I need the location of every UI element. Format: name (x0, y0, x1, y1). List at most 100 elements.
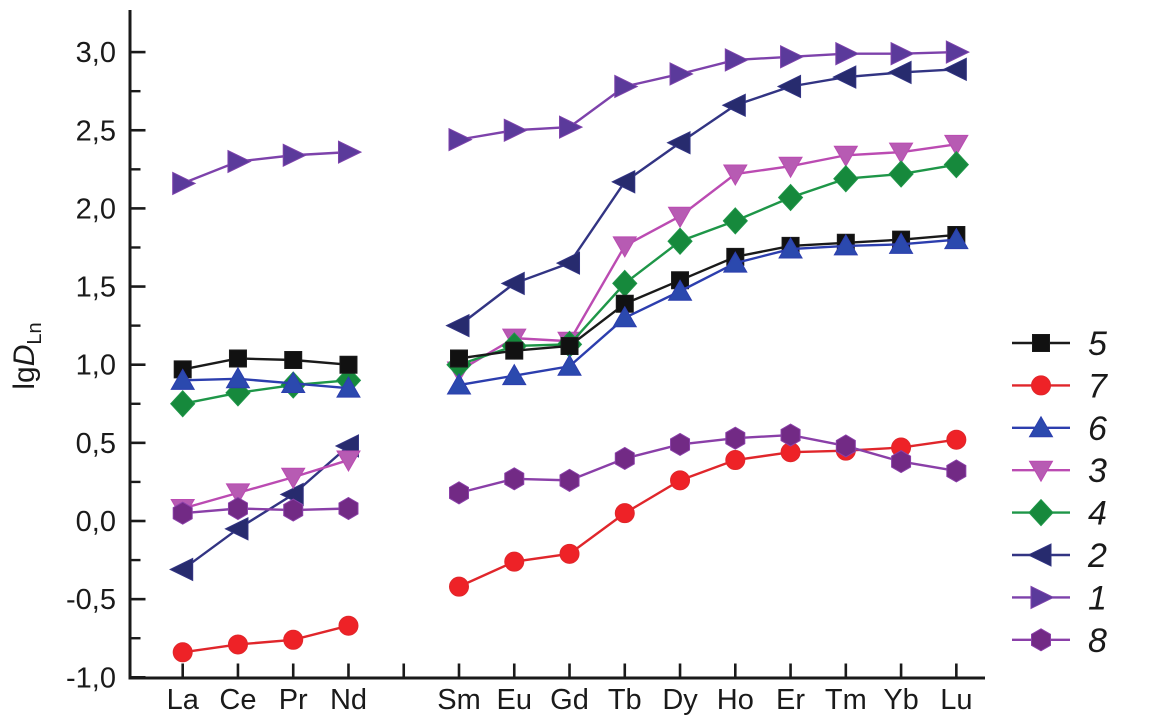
series-8-marker-Yb (891, 450, 912, 474)
legend-label-2: 2 (1087, 537, 1107, 575)
series-1-marker-Sm (448, 127, 473, 152)
series-3-marker-Ho (722, 164, 748, 187)
series-5-marker-Nd (339, 355, 358, 374)
series-7-marker-Eu (504, 551, 525, 572)
series-1-marker-La (172, 171, 197, 196)
series-4-line-1 (182, 379, 349, 405)
x-tick-label: Lu (940, 684, 972, 716)
series-6-marker-Ce (225, 366, 251, 389)
series-8-marker-Nd (338, 496, 359, 521)
series-8-marker-Sm (449, 481, 469, 505)
series-3-line-2 (458, 143, 957, 372)
series-8-marker-Gd (559, 468, 580, 492)
series-6-marker-Tm (833, 233, 859, 256)
series-2-marker-Gd (555, 251, 581, 275)
y-tick-label: 0,5 (76, 428, 116, 460)
series-4-marker-Yb (888, 160, 914, 188)
series-3-marker-Tm (833, 145, 859, 168)
series-2-marker-legend (1027, 543, 1052, 567)
y-tick-label: 3,0 (76, 37, 116, 69)
x-tick-label: Pr (279, 684, 308, 716)
series-1-marker-Ho (724, 48, 749, 72)
x-tick-label: Ho (717, 684, 754, 716)
series-2-marker-Sm (445, 313, 470, 338)
y-tick-label: 1,0 (76, 350, 116, 382)
series-6-line-2 (458, 238, 957, 387)
series-4-marker-La (170, 390, 196, 418)
series-3-marker-Pr (280, 467, 306, 490)
series-7-marker-Pr (283, 629, 304, 650)
series-6-line-1 (182, 377, 349, 390)
series-1-marker-Pr (282, 143, 307, 168)
series-2-marker-Tm (832, 65, 857, 89)
series-7-marker-Gd (559, 543, 580, 564)
series-1-line-2 (458, 50, 957, 141)
series-8-marker-Ce (227, 496, 248, 521)
series-1-marker-Dy (669, 62, 694, 86)
y-tick-label: 1,5 (76, 272, 116, 304)
series-8-marker-Tb (614, 446, 635, 471)
series-4-marker-Ho (722, 207, 748, 235)
series-8-marker-Er (780, 423, 801, 447)
legend-label-6: 6 (1088, 410, 1107, 448)
series-2-marker-Dy (666, 130, 691, 155)
legend-label-3: 3 (1088, 452, 1107, 490)
series-7-marker-Ce (227, 634, 248, 655)
x-tick-label: Gd (550, 684, 589, 716)
series-4-marker-legend (1028, 498, 1054, 527)
series-5-marker-legend (1032, 334, 1050, 352)
series-1-marker-Eu (503, 118, 528, 143)
series-8-marker-Eu (504, 467, 525, 491)
series-8-marker-Ho (725, 426, 746, 450)
series-4-marker-Tm (833, 164, 859, 193)
series-2-marker-La (169, 557, 194, 582)
series-2-marker-Eu (500, 271, 525, 296)
series-6-marker-Sm (446, 373, 472, 395)
series-5-marker-Sm (450, 349, 468, 368)
series-5-line-2 (458, 233, 957, 360)
series-1-marker-Lu (945, 40, 970, 64)
series-1-marker-Tm (835, 41, 860, 66)
x-tick-label: Eu (497, 684, 532, 716)
x-tick-label: Er (776, 684, 805, 716)
series-4-marker-Dy (667, 227, 693, 255)
x-tick-label: La (167, 684, 200, 716)
series-6-marker-Ho (722, 251, 748, 273)
series-6-marker-Tb (612, 305, 638, 328)
series-8-marker-Lu (946, 459, 967, 483)
x-tick-label: Tm (825, 684, 867, 716)
series-5-marker-Tb (615, 294, 634, 313)
series-5-marker-Eu (505, 341, 524, 360)
series-1-marker-Er (780, 44, 805, 69)
series-1-marker-Nd (337, 140, 363, 164)
series-6-marker-Lu (943, 227, 969, 250)
series-7-marker-Nd (338, 615, 359, 636)
series-7-line-1 (182, 624, 349, 654)
series-8-marker-Pr (283, 498, 304, 522)
series-7-marker-La (172, 642, 193, 663)
series-1-line-1 (182, 150, 349, 185)
x-tick-label: Nd (330, 684, 367, 716)
legend-label-4: 4 (1088, 495, 1107, 533)
y-tick-label: -1,0 (66, 662, 116, 694)
series-5-marker-Gd (560, 336, 579, 355)
series-8-marker-La (172, 501, 193, 525)
legend-label-7: 7 (1088, 367, 1108, 405)
series-1-marker-Tb (614, 74, 639, 99)
series-2-marker-Lu (942, 57, 967, 82)
series-7-marker-Tb (614, 503, 635, 524)
series-3-marker-Lu (943, 134, 969, 157)
series-1-marker-Ce (227, 149, 252, 174)
series-2-line-1 (181, 445, 350, 571)
series-6-marker-Er (778, 237, 803, 259)
series-2-line-2 (458, 68, 957, 327)
legend-label-8: 8 (1088, 622, 1107, 660)
x-tick-label: Sm (437, 684, 481, 716)
legend-label-5: 5 (1088, 325, 1107, 363)
series-7-marker-Lu (946, 429, 967, 450)
series-3-marker-Ce (225, 483, 251, 505)
y-tick-label: 2,5 (76, 115, 116, 147)
series-5-marker-Ce (228, 349, 247, 368)
series-7-line-2 (458, 438, 957, 588)
